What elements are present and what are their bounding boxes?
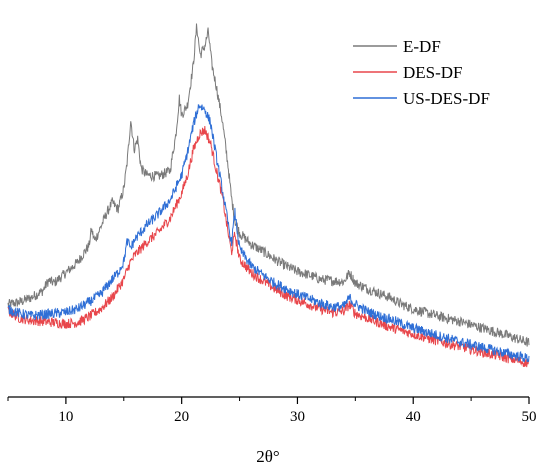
legend: E-DF DES-DF US-DES-DF <box>353 37 490 108</box>
x-axis-label: 2θ° <box>256 447 279 466</box>
x-tick-label: 40 <box>406 409 421 425</box>
series-line-des-df <box>7 126 530 368</box>
x-tick-label: 30 <box>290 409 305 425</box>
x-tick-label: 50 <box>522 409 537 425</box>
x-tick-label: 10 <box>58 409 73 425</box>
legend-label-us-des-df: US-DES-DF <box>403 89 490 108</box>
legend-label-e-df: E-DF <box>403 37 441 56</box>
series-line-us-des-df <box>7 104 530 363</box>
x-axis: 10 20 30 40 50 <box>7 396 537 425</box>
legend-label-des-df: DES-DF <box>403 63 463 82</box>
series-layer <box>7 23 530 368</box>
series-line-e-df <box>7 23 530 347</box>
x-tick-label: 20 <box>174 409 189 425</box>
